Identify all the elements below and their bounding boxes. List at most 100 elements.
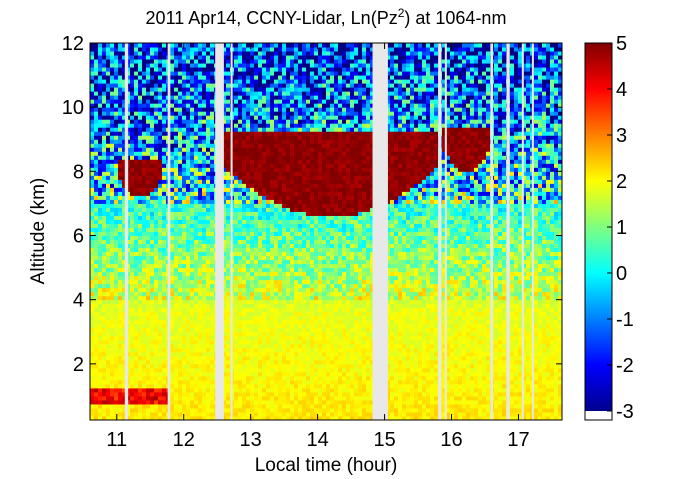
heatmap-cell	[270, 367, 275, 373]
heatmap-cell	[262, 83, 267, 88]
heatmap-cell	[110, 231, 115, 237]
heatmap-cell	[138, 383, 143, 389]
heatmap-cell	[98, 403, 103, 409]
heatmap-cell	[150, 383, 155, 389]
heatmap-cell	[162, 283, 167, 289]
heatmap-cell	[170, 203, 175, 208]
heatmap-cell	[186, 143, 191, 148]
heatmap-cell	[162, 299, 167, 305]
heatmap-cell	[122, 59, 127, 64]
heatmap-cell	[158, 323, 163, 329]
heatmap-cell	[142, 223, 147, 228]
heatmap-cell	[278, 311, 283, 317]
heatmap-cell	[130, 123, 135, 128]
heatmap-cell	[274, 51, 279, 56]
heatmap-cell	[146, 347, 151, 353]
heatmap-cell	[142, 387, 147, 393]
heatmap-cell	[250, 127, 255, 132]
heatmap-cell	[270, 387, 275, 393]
heatmap-cell	[110, 139, 115, 144]
heatmap-cell	[262, 51, 267, 56]
heatmap-cell	[90, 251, 95, 257]
heatmap-cell	[90, 271, 95, 277]
heatmap-cell	[206, 351, 211, 357]
heatmap-cell	[110, 123, 115, 128]
heatmap-cell	[194, 283, 199, 289]
heatmap-cell	[254, 251, 259, 257]
heatmap-cell	[182, 151, 187, 156]
heatmap-cell	[162, 327, 167, 333]
heatmap-cell	[198, 411, 203, 417]
heatmap-cell	[278, 299, 283, 305]
heatmap-cell	[178, 123, 183, 128]
heatmap-cell	[146, 199, 151, 204]
heatmap-cell	[110, 383, 115, 389]
heatmap-cell	[170, 171, 175, 176]
heatmap-cell	[186, 127, 191, 132]
heatmap-cell	[182, 115, 187, 120]
heatmap-cell	[234, 103, 239, 108]
heatmap-cell	[270, 179, 275, 184]
heatmap-cell	[146, 359, 151, 365]
heatmap-cell	[98, 259, 103, 265]
heatmap-cell	[162, 343, 167, 349]
heatmap-cell	[294, 355, 299, 361]
heatmap-cell	[254, 111, 259, 116]
heatmap-cell	[202, 219, 207, 224]
heatmap-cell	[194, 351, 199, 357]
heatmap-cell	[190, 47, 195, 52]
heatmap-cell	[246, 203, 251, 208]
heatmap-cell	[266, 159, 271, 164]
heatmap-cell	[278, 379, 283, 385]
heatmap-cell	[126, 267, 131, 273]
heatmap-cell	[114, 415, 119, 420]
heatmap-cell	[198, 239, 203, 245]
heatmap-cell	[110, 371, 115, 377]
heatmap-cell	[194, 171, 199, 176]
heatmap-cell	[242, 107, 247, 112]
heatmap-cell	[282, 43, 287, 48]
heatmap-cell	[238, 263, 243, 269]
heatmap-cell	[150, 335, 155, 341]
heatmap-cell	[290, 143, 295, 148]
heatmap-cell	[174, 179, 179, 184]
heatmap-cell	[226, 147, 231, 152]
heatmap-cell	[170, 271, 175, 277]
heatmap-cell	[94, 395, 99, 401]
heatmap-cell	[222, 327, 227, 333]
heatmap-cell	[170, 167, 175, 172]
heatmap-cell	[162, 195, 167, 200]
heatmap-cell	[162, 71, 167, 76]
heatmap-cell	[286, 179, 291, 184]
heatmap-cell	[226, 259, 231, 265]
heatmap-cell	[298, 299, 303, 305]
heatmap-cell	[242, 59, 247, 64]
heatmap-cell	[242, 191, 247, 196]
heatmap-cell	[150, 163, 155, 168]
heatmap-cell	[286, 151, 291, 156]
heatmap-cell	[182, 179, 187, 184]
heatmap-cell	[102, 47, 107, 52]
heatmap-cell	[238, 327, 243, 333]
heatmap-cell	[250, 339, 255, 345]
heatmap-cell	[186, 391, 191, 397]
heatmap-cell	[270, 95, 275, 100]
heatmap-cell	[182, 235, 187, 241]
heatmap-cell	[238, 407, 243, 413]
heatmap-cell	[174, 235, 179, 241]
heatmap-cell	[98, 211, 103, 216]
heatmap-cell	[270, 259, 275, 265]
heatmap-cell	[194, 115, 199, 120]
heatmap-cell	[262, 411, 267, 417]
heatmap-cell	[102, 327, 107, 333]
heatmap-cell	[150, 303, 155, 309]
heatmap-cell	[226, 355, 231, 361]
heatmap-cell	[234, 63, 239, 68]
heatmap-cell	[234, 139, 239, 144]
heatmap-cell	[150, 287, 155, 293]
heatmap-cell	[94, 63, 99, 68]
heatmap-cell	[202, 287, 207, 293]
heatmap-cell	[186, 95, 191, 100]
heatmap-cell	[154, 143, 159, 148]
heatmap-cell	[106, 315, 111, 321]
